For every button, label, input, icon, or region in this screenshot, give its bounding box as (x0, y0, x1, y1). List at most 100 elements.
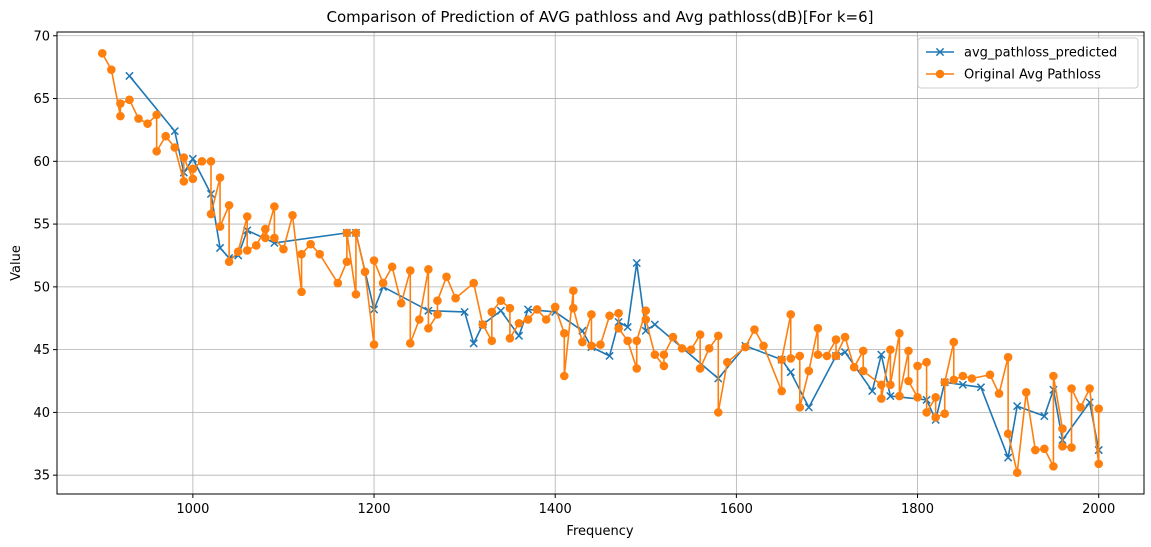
data-point (1003, 429, 1013, 439)
data-point (913, 393, 922, 402)
data-point (1021, 388, 1031, 397)
data-point (505, 303, 515, 313)
data-point (795, 351, 805, 361)
y-tick-label: 35 (33, 469, 50, 484)
data-point (1067, 443, 1076, 452)
data-point (623, 322, 632, 332)
data-point (1040, 444, 1049, 454)
data-point (224, 200, 234, 210)
data-point (777, 355, 786, 364)
y-tick-label: 70 (33, 29, 50, 44)
data-point (886, 345, 895, 354)
data-point (469, 278, 478, 288)
y-tick-label: 65 (33, 92, 50, 107)
data-point (1094, 404, 1104, 413)
data-point (1003, 453, 1013, 462)
data-point (369, 340, 379, 349)
data-point (478, 320, 488, 329)
data-point (804, 403, 813, 412)
data-point (1058, 424, 1067, 434)
data-point (777, 386, 786, 396)
data-point (369, 256, 379, 265)
legend-marker (935, 69, 945, 79)
data-point (532, 305, 542, 314)
data-point (559, 329, 569, 338)
legend-label: Original Avg Pathloss (964, 68, 1101, 83)
data-point (786, 354, 796, 363)
data-point (116, 111, 125, 121)
data-point (215, 173, 225, 182)
data-point (605, 311, 614, 321)
data-point (424, 323, 433, 333)
data-point (877, 394, 886, 403)
data-point (632, 336, 642, 346)
data-point (460, 307, 469, 317)
data-point (179, 153, 189, 162)
data-point (206, 209, 216, 219)
data-point (578, 337, 587, 347)
data-point (641, 315, 651, 324)
data-point (523, 305, 533, 314)
data-point (233, 247, 243, 257)
data-point (958, 371, 968, 381)
data-point (405, 266, 415, 275)
data-point (813, 350, 823, 359)
data-point (868, 386, 877, 396)
x-axis-title: Frequency (566, 524, 633, 539)
x-tick-label: 1000 (176, 502, 209, 517)
x-tick-label: 1200 (357, 502, 390, 517)
data-point (931, 393, 940, 402)
data-point (614, 308, 623, 318)
data-point (858, 346, 868, 356)
y-tick-label: 50 (33, 280, 50, 295)
data-point (514, 318, 524, 328)
data-point (424, 264, 433, 274)
series-layer (97, 49, 1104, 477)
data-point (922, 408, 931, 417)
data-point (886, 391, 895, 401)
data-point (1012, 468, 1022, 477)
data-point (442, 272, 451, 282)
data-point (224, 257, 234, 267)
data-point (704, 344, 714, 353)
data-point (596, 340, 605, 349)
data-point (985, 370, 995, 380)
data-point (197, 157, 207, 166)
data-point (161, 131, 170, 141)
data-point (179, 177, 189, 186)
data-point (650, 350, 660, 359)
data-point (840, 332, 850, 342)
data-point (840, 348, 850, 357)
data-point (931, 413, 940, 422)
data-point (170, 127, 179, 136)
data-point (668, 332, 678, 342)
data-point (107, 65, 116, 74)
data-point (877, 350, 886, 359)
chart-title: Comparison of Prediction of AVG pathloss… (327, 8, 874, 26)
data-point (958, 380, 967, 389)
data-point (877, 380, 886, 390)
data-point (415, 315, 424, 324)
data-point (469, 339, 478, 348)
data-point (940, 409, 950, 418)
data-point (831, 335, 841, 344)
data-point (261, 233, 270, 243)
data-point (1049, 371, 1058, 381)
data-point (677, 344, 687, 353)
data-point (541, 315, 551, 324)
data-point (496, 296, 506, 305)
data-point (351, 290, 361, 299)
data-point (605, 351, 614, 361)
y-tick-label: 60 (33, 155, 50, 170)
data-point (1085, 384, 1094, 393)
data-point (569, 286, 578, 295)
ticks: 1000 1200 1400 1600 1800 2000 35 40 45 50 55 60 65 70 (33, 29, 1115, 517)
data-point (1031, 445, 1040, 455)
legend: avg_pathloss_predicted Original Avg Pathl… (917, 37, 1139, 89)
data-point (632, 364, 642, 373)
data-point (686, 345, 696, 354)
data-point (261, 224, 270, 234)
data-point (215, 222, 225, 231)
